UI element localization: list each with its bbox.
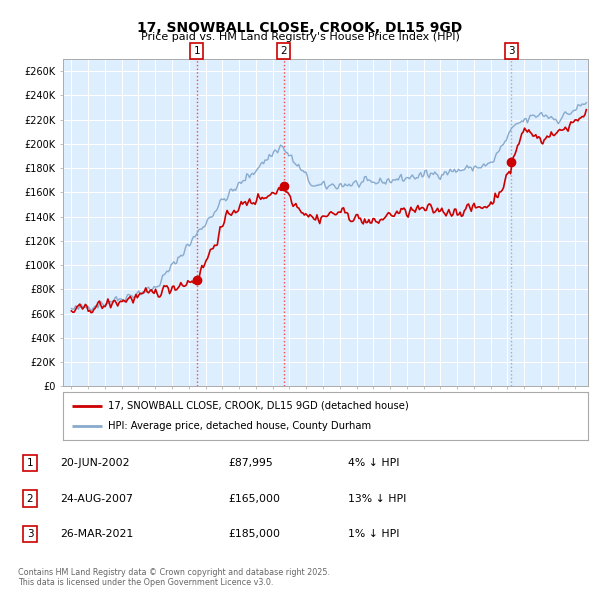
Text: Price paid vs. HM Land Registry's House Price Index (HPI): Price paid vs. HM Land Registry's House … — [140, 32, 460, 42]
Text: £165,000: £165,000 — [228, 494, 280, 503]
Text: 3: 3 — [508, 46, 515, 56]
Text: 2: 2 — [26, 494, 34, 503]
Text: £185,000: £185,000 — [228, 529, 280, 539]
Text: 26-MAR-2021: 26-MAR-2021 — [60, 529, 133, 539]
Text: £87,995: £87,995 — [228, 458, 273, 468]
Text: HPI: Average price, detached house, County Durham: HPI: Average price, detached house, Coun… — [107, 421, 371, 431]
Text: 1: 1 — [193, 46, 200, 56]
Text: 1% ↓ HPI: 1% ↓ HPI — [348, 529, 400, 539]
Text: Contains HM Land Registry data © Crown copyright and database right 2025.
This d: Contains HM Land Registry data © Crown c… — [18, 568, 330, 587]
Text: 20-JUN-2002: 20-JUN-2002 — [60, 458, 130, 468]
Text: 17, SNOWBALL CLOSE, CROOK, DL15 9GD: 17, SNOWBALL CLOSE, CROOK, DL15 9GD — [137, 21, 463, 35]
Text: 1: 1 — [26, 458, 34, 468]
Text: 2: 2 — [280, 46, 287, 56]
Text: 4% ↓ HPI: 4% ↓ HPI — [348, 458, 400, 468]
Text: 13% ↓ HPI: 13% ↓ HPI — [348, 494, 406, 503]
Text: 17, SNOWBALL CLOSE, CROOK, DL15 9GD (detached house): 17, SNOWBALL CLOSE, CROOK, DL15 9GD (det… — [107, 401, 409, 411]
Text: 3: 3 — [26, 529, 34, 539]
Text: 24-AUG-2007: 24-AUG-2007 — [60, 494, 133, 503]
